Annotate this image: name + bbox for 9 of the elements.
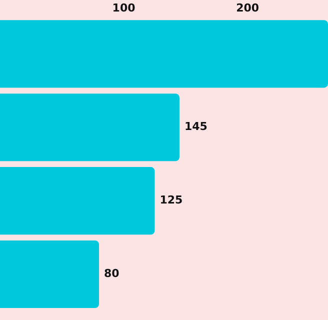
bar: [0, 94, 180, 162]
x-tick-label: 100: [112, 1, 136, 14]
bar: [0, 20, 328, 88]
bar: [0, 240, 100, 308]
data-label: 80: [104, 267, 120, 280]
data-label: 125: [160, 194, 183, 207]
data-label: 145: [184, 120, 208, 134]
bar: [0, 167, 155, 235]
x-tick-label: 200: [236, 1, 260, 14]
